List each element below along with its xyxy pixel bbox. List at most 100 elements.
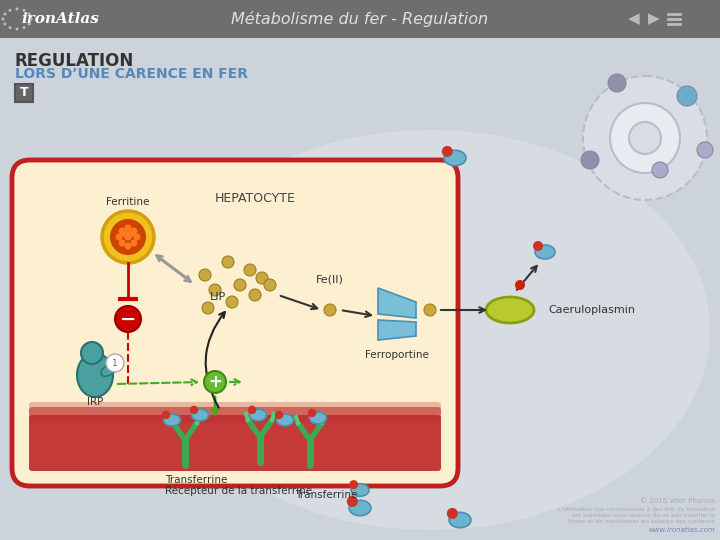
Circle shape	[199, 269, 211, 281]
Circle shape	[130, 240, 138, 246]
Text: © 2016 Vitor Pharma: © 2016 Vitor Pharma	[640, 498, 715, 504]
Circle shape	[119, 227, 125, 234]
Circle shape	[115, 233, 122, 240]
FancyBboxPatch shape	[12, 160, 458, 486]
Text: Transferrine: Transferrine	[165, 475, 228, 485]
Circle shape	[9, 9, 12, 12]
Polygon shape	[378, 320, 416, 340]
Circle shape	[349, 480, 359, 489]
Circle shape	[127, 231, 135, 238]
Ellipse shape	[349, 500, 371, 516]
Text: +: +	[208, 373, 222, 391]
Circle shape	[581, 151, 599, 169]
Circle shape	[608, 74, 626, 92]
Ellipse shape	[486, 297, 534, 323]
Text: www.ironatlas.com: www.ironatlas.com	[648, 527, 715, 533]
Circle shape	[81, 342, 103, 364]
Text: Ferroportine: Ferroportine	[365, 350, 429, 360]
Circle shape	[652, 162, 668, 178]
Circle shape	[324, 304, 336, 316]
Ellipse shape	[250, 409, 266, 421]
Circle shape	[27, 23, 31, 25]
Text: Caeruloplasmin: Caeruloplasmin	[548, 305, 635, 315]
Circle shape	[515, 280, 525, 290]
Polygon shape	[378, 288, 416, 318]
Circle shape	[16, 28, 19, 30]
Circle shape	[190, 406, 198, 414]
Text: Récepteur de la transferrine: Récepteur de la transferrine	[165, 485, 312, 496]
Text: L’utilisation non commerciale à des fins de formation
est autorisée sous réserve: L’utilisation non commerciale à des fins…	[558, 507, 715, 524]
Circle shape	[202, 302, 214, 314]
Circle shape	[226, 296, 238, 308]
Circle shape	[16, 8, 19, 10]
Text: ironAtlas: ironAtlas	[21, 12, 99, 26]
Circle shape	[677, 86, 697, 106]
Ellipse shape	[310, 412, 326, 424]
Circle shape	[125, 242, 132, 249]
Circle shape	[110, 219, 146, 255]
Circle shape	[275, 410, 283, 419]
Circle shape	[22, 9, 25, 12]
Circle shape	[583, 76, 707, 200]
Circle shape	[347, 496, 358, 507]
Circle shape	[130, 227, 138, 234]
Ellipse shape	[351, 484, 369, 496]
Text: Métabolisme du fer - Regulation: Métabolisme du fer - Regulation	[231, 11, 489, 27]
Circle shape	[204, 371, 226, 393]
Ellipse shape	[449, 512, 471, 528]
Text: REGULATION: REGULATION	[15, 52, 134, 70]
Circle shape	[244, 264, 256, 276]
Circle shape	[234, 279, 246, 291]
Ellipse shape	[101, 364, 117, 376]
Circle shape	[4, 12, 6, 16]
Text: Fe(II): Fe(II)	[316, 275, 344, 285]
Circle shape	[249, 289, 261, 301]
Circle shape	[106, 354, 124, 372]
Circle shape	[125, 225, 132, 232]
Circle shape	[102, 211, 154, 263]
Circle shape	[424, 304, 436, 316]
FancyBboxPatch shape	[29, 402, 441, 415]
Circle shape	[533, 241, 543, 251]
Text: LORS D’UNE CARENCE EN FER: LORS D’UNE CARENCE EN FER	[15, 67, 248, 81]
Text: −: −	[120, 309, 136, 328]
Circle shape	[122, 231, 128, 238]
Text: 1: 1	[112, 359, 118, 368]
Circle shape	[27, 12, 31, 16]
Circle shape	[248, 406, 256, 414]
Circle shape	[119, 240, 125, 246]
Circle shape	[4, 23, 6, 25]
Text: T: T	[19, 86, 28, 99]
Text: ◀: ◀	[628, 11, 640, 26]
Circle shape	[9, 26, 12, 29]
Circle shape	[697, 142, 713, 158]
Circle shape	[162, 410, 171, 419]
Circle shape	[610, 103, 680, 173]
Circle shape	[222, 256, 234, 268]
FancyBboxPatch shape	[29, 407, 441, 423]
Circle shape	[30, 17, 32, 21]
FancyBboxPatch shape	[29, 415, 441, 471]
Circle shape	[256, 272, 268, 284]
Text: Ferritine: Ferritine	[107, 197, 150, 207]
Circle shape	[264, 279, 276, 291]
Text: IRP: IRP	[87, 397, 103, 407]
Ellipse shape	[192, 409, 209, 421]
Ellipse shape	[163, 414, 181, 426]
Circle shape	[308, 409, 316, 417]
Circle shape	[629, 122, 661, 154]
Ellipse shape	[77, 353, 113, 397]
Ellipse shape	[276, 414, 294, 426]
Circle shape	[442, 146, 453, 157]
Circle shape	[115, 306, 141, 332]
Text: ▶: ▶	[648, 11, 660, 26]
Circle shape	[209, 284, 221, 296]
Circle shape	[447, 508, 458, 519]
Circle shape	[1, 17, 4, 21]
Text: LIP: LIP	[210, 292, 226, 302]
Bar	[0, 0, 720, 38]
Text: HEPATOCYTE: HEPATOCYTE	[215, 192, 295, 205]
Circle shape	[133, 233, 140, 240]
Ellipse shape	[444, 150, 466, 166]
Ellipse shape	[535, 245, 555, 259]
